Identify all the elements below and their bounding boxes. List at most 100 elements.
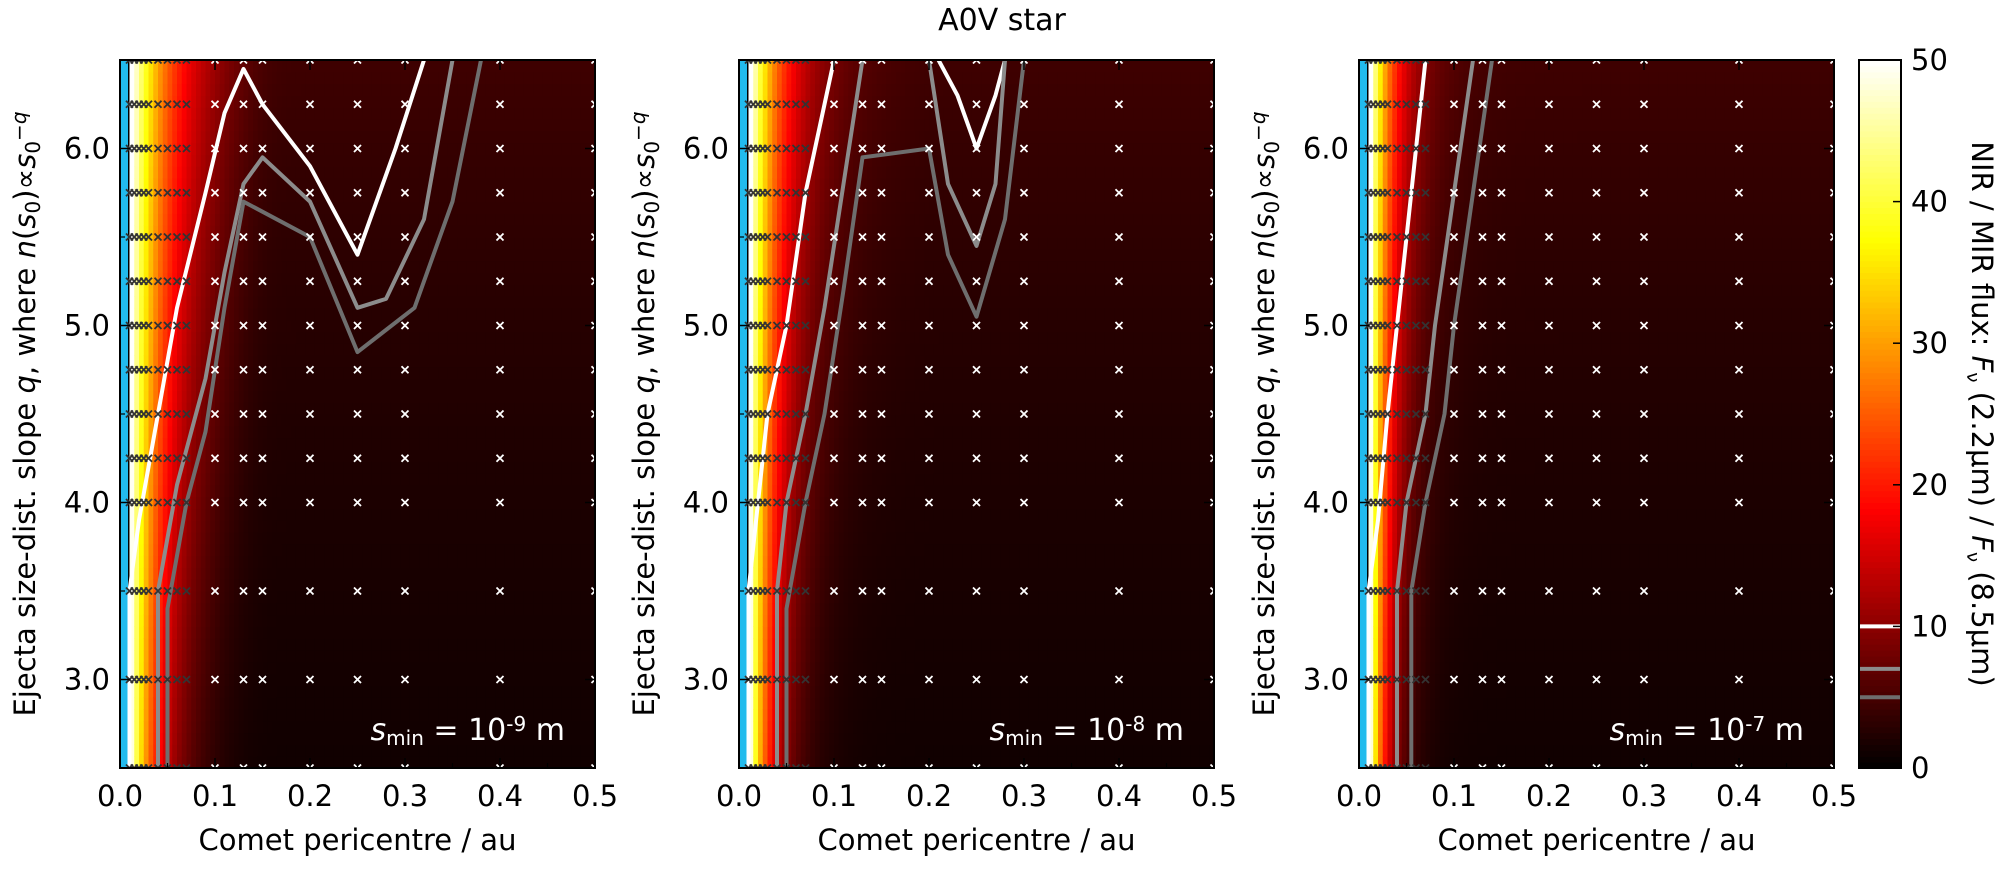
heatmap-cell	[134, 508, 140, 521]
heatmap-cell	[409, 638, 416, 651]
heatmap-cell	[424, 83, 430, 96]
heatmap-cell	[357, 331, 363, 344]
heatmap-cell	[381, 366, 387, 380]
heatmap-cell	[428, 390, 435, 403]
heatmap-cell	[381, 402, 387, 415]
heatmap-cell	[276, 567, 283, 580]
heatmap-cell	[139, 201, 145, 214]
heatmap-cell	[500, 673, 506, 686]
heatmap-cell	[272, 130, 278, 144]
heatmap-cell	[229, 60, 235, 73]
heatmap-cell	[490, 248, 496, 262]
heatmap-cell	[200, 225, 207, 238]
heatmap-cell	[390, 119, 397, 132]
heatmap-cell	[490, 355, 496, 368]
heatmap-cell	[200, 555, 207, 568]
heatmap-cell	[143, 650, 150, 663]
heatmap-cell	[343, 142, 349, 155]
heatmap-cell	[186, 154, 192, 167]
heatmap-cell	[514, 437, 520, 450]
heatmap-cell	[457, 366, 463, 380]
heatmap-cell	[452, 248, 458, 262]
heatmap-cell	[253, 213, 259, 226]
heatmap-cell	[466, 331, 473, 344]
heatmap-cell	[476, 166, 482, 179]
heatmap-cell	[447, 449, 454, 462]
heatmap-cell	[414, 178, 420, 191]
heatmap-cell	[343, 414, 349, 427]
heatmap-cell	[466, 237, 473, 250]
heatmap-cell	[462, 532, 468, 545]
heatmap-cell	[205, 331, 211, 344]
heatmap-cell	[319, 673, 325, 686]
heatmap-cell	[495, 484, 501, 498]
heatmap-cell	[443, 744, 449, 757]
heatmap-cell	[324, 508, 330, 521]
heatmap-cell	[177, 402, 183, 415]
heatmap-cell	[405, 508, 411, 521]
heatmap-cell	[457, 591, 463, 604]
heatmap-cell	[443, 579, 449, 592]
heatmap-cell	[234, 71, 240, 85]
heatmap-cell	[196, 119, 202, 132]
heatmap-cell	[205, 732, 211, 745]
heatmap-cell	[234, 355, 240, 368]
heatmap-cell	[257, 496, 264, 509]
heatmap-cell	[295, 591, 302, 604]
heatmap-cell	[367, 260, 373, 273]
heatmap-cell	[139, 579, 145, 592]
heatmap-cell	[452, 614, 458, 627]
heatmap-cell	[291, 720, 297, 734]
heatmap-cell	[257, 720, 264, 734]
heatmap-cell	[153, 602, 159, 616]
heatmap-cell	[462, 449, 468, 462]
heatmap-cell	[381, 555, 387, 568]
heatmap-cell	[224, 685, 230, 698]
heatmap-cell	[338, 661, 344, 675]
heatmap-cell	[357, 390, 363, 403]
heatmap-cell	[229, 496, 235, 509]
heatmap-cell	[177, 213, 183, 226]
heatmap-cell	[338, 237, 344, 250]
heatmap-cell	[248, 496, 254, 509]
heatmap-cell	[181, 473, 188, 486]
heatmap-cell	[129, 543, 135, 557]
heatmap-image	[120, 60, 595, 768]
heatmap-cell	[414, 130, 420, 144]
heatmap-cell	[471, 473, 477, 486]
heatmap-cell	[219, 638, 226, 651]
heatmap-cell	[229, 437, 235, 450]
heatmap-cell	[300, 555, 306, 568]
heatmap-cell	[414, 756, 420, 768]
heatmap-cell	[177, 425, 183, 439]
heatmap-cell	[238, 732, 245, 745]
heatmap-cell	[286, 555, 292, 568]
heatmap-cell	[348, 272, 354, 285]
heatmap-cell	[419, 709, 425, 722]
heatmap-cell	[514, 709, 520, 722]
heatmap-cell	[428, 579, 435, 592]
heatmap-cell	[148, 473, 154, 486]
heatmap-cell	[305, 744, 311, 757]
heatmap-cell	[243, 307, 249, 321]
heatmap-cell	[405, 532, 411, 545]
heatmap-cell	[405, 166, 411, 179]
heatmap-cell	[333, 650, 340, 663]
heatmap-cell	[329, 543, 335, 557]
heatmap-cell	[338, 331, 344, 344]
heatmap-cell	[219, 744, 226, 757]
heatmap-cell	[500, 225, 506, 238]
heatmap-cell	[338, 130, 344, 144]
heatmap-cell	[367, 756, 373, 768]
heatmap-cell	[338, 154, 344, 167]
heatmap-cell	[310, 331, 316, 344]
heatmap-cell	[210, 496, 216, 509]
heatmap-cell	[414, 567, 420, 580]
heatmap-cell	[338, 425, 344, 439]
heatmap-cell	[248, 189, 254, 203]
heatmap-cell	[167, 154, 173, 167]
heatmap-cell	[310, 626, 316, 639]
heatmap-cell	[519, 166, 525, 179]
heatmap-cell	[248, 756, 254, 768]
